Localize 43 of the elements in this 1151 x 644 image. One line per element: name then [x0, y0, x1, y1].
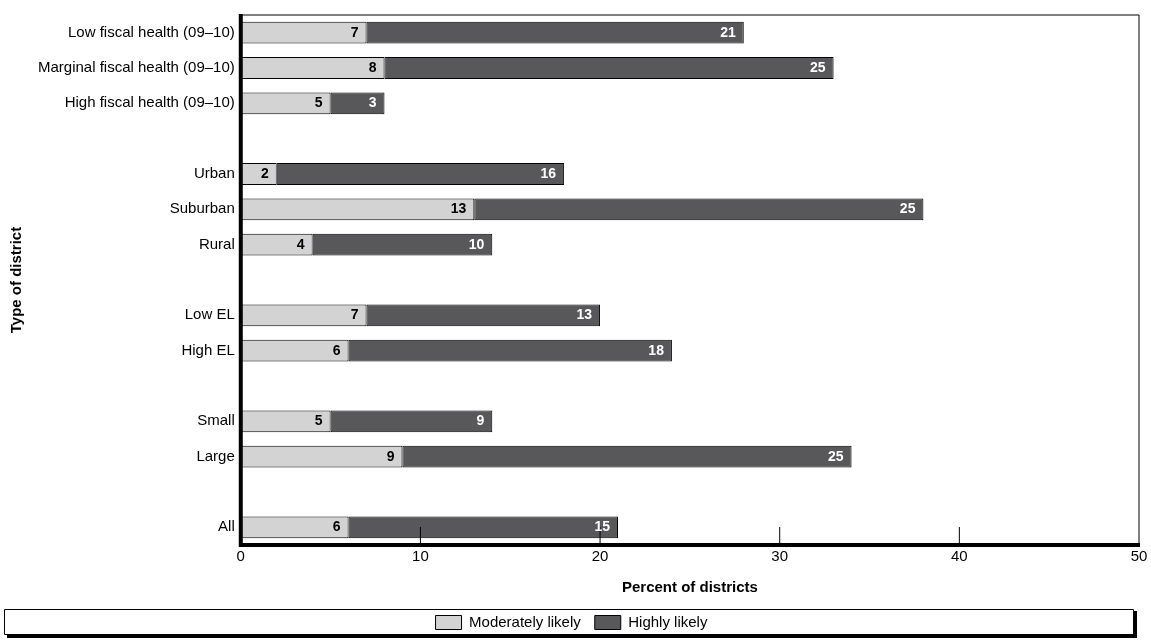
y-axis-title: Type of district — [7, 226, 25, 334]
x-tick-label: 20 — [591, 547, 609, 565]
y-tick-label: Low fiscal health (09–10) — [68, 22, 235, 40]
y-tick-label: All — [218, 517, 235, 535]
y-tick-label: Small — [197, 411, 235, 429]
y-tick-label: Suburban — [169, 199, 235, 217]
data-label: 25 — [899, 200, 916, 217]
x-tick-label: 40 — [951, 547, 968, 565]
x-tick-label: 0 — [236, 547, 245, 565]
y-tick-label: Low EL — [184, 305, 235, 323]
data-label: 25 — [827, 447, 844, 464]
data-label: 9 — [386, 447, 395, 464]
y-tick-label: Urban — [193, 164, 235, 182]
data-label: 21 — [720, 23, 736, 40]
x-tick-label: 10 — [412, 547, 429, 565]
y-tick-label: Large — [196, 446, 235, 464]
data-label: 5 — [314, 94, 323, 111]
data-label: 7 — [350, 23, 359, 40]
data-label: 2 — [260, 164, 269, 181]
data-label: 13 — [576, 306, 593, 323]
data-label: 7 — [350, 306, 359, 323]
data-label: 15 — [594, 518, 611, 535]
data-label: 18 — [648, 341, 665, 358]
y-tick-label: High fiscal health (09–10) — [64, 93, 235, 111]
data-label: 5 — [314, 412, 323, 429]
y-tick-label: Rural — [198, 234, 235, 252]
data-label: 8 — [368, 58, 377, 75]
data-label: 25 — [810, 58, 826, 75]
data-label: 3 — [368, 94, 377, 111]
data-label: 6 — [332, 341, 341, 358]
data-label: 10 — [468, 235, 485, 252]
data-label: 6 — [332, 518, 341, 535]
data-label: 4 — [296, 235, 305, 252]
y-tick-label: High EL — [181, 340, 235, 358]
y-tick-label: Marginal fiscal health (09–10) — [37, 58, 235, 76]
data-label: 16 — [540, 164, 557, 181]
legend-label: Highly likely — [628, 612, 708, 630]
data-label: 13 — [450, 200, 467, 217]
x-tick-label: 30 — [771, 547, 789, 565]
x-axis-title: Percent of districts — [621, 578, 758, 596]
data-label: 9 — [476, 412, 485, 429]
x-tick-label: 50 — [1130, 547, 1148, 565]
legend-label: Moderately likely — [469, 612, 582, 630]
